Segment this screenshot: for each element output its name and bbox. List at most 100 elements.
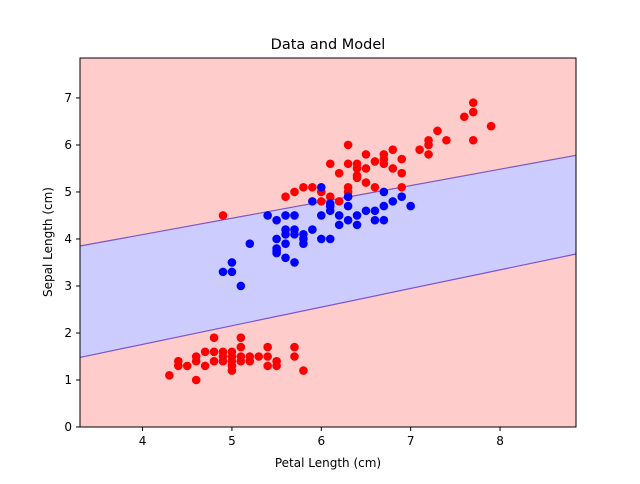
data-point-red — [263, 352, 272, 361]
x-tick-label: 5 — [228, 434, 236, 448]
data-point-blue — [370, 215, 380, 225]
data-point-blue — [388, 197, 398, 206]
data-point-blue — [379, 187, 389, 197]
data-point-red — [343, 140, 353, 150]
data-point-red — [316, 197, 326, 206]
data-point-blue — [379, 201, 389, 211]
data-point-red — [468, 107, 478, 117]
data-point-red — [236, 352, 246, 361]
x-tick-label: 7 — [407, 434, 415, 448]
y-tick-label: 5 — [64, 185, 72, 199]
data-point-blue — [316, 211, 326, 220]
y-tick-label: 7 — [64, 91, 72, 105]
data-point-red — [468, 98, 478, 107]
data-point-blue — [361, 206, 371, 216]
data-point-red — [272, 356, 281, 366]
y-tick-label: 4 — [64, 232, 72, 246]
data-point-red — [388, 164, 398, 173]
data-point-blue — [316, 182, 326, 192]
data-point-red — [227, 347, 237, 357]
data-point-red — [352, 159, 362, 169]
data-point-red — [379, 150, 389, 159]
y-tick-label: 2 — [64, 326, 72, 340]
data-point-red — [325, 192, 335, 201]
y-tick-label: 0 — [64, 420, 72, 434]
data-point-blue — [281, 239, 290, 248]
data-point-red — [397, 168, 407, 178]
data-point-red — [209, 356, 219, 366]
chart-title: Data and Model — [271, 37, 386, 53]
data-point-red — [200, 347, 210, 357]
data-point-red — [209, 333, 219, 342]
data-point-red — [245, 356, 255, 366]
data-point-red — [236, 342, 246, 352]
data-point-red — [468, 135, 478, 145]
data-point-blue — [370, 206, 380, 216]
data-point-red — [290, 352, 299, 361]
x-tick-label: 6 — [317, 434, 325, 448]
data-point-red — [397, 154, 407, 164]
data-point-blue — [272, 234, 281, 244]
data-point-blue — [236, 281, 246, 291]
data-point-red — [218, 347, 228, 357]
data-point-blue — [272, 246, 281, 256]
data-point-blue — [272, 215, 281, 225]
data-point-red — [334, 168, 344, 178]
data-point-red — [459, 112, 469, 122]
data-point-blue — [343, 192, 353, 201]
data-point-blue — [245, 239, 255, 248]
inner-region — [80, 155, 576, 358]
lower-boundary-line — [79, 253, 577, 359]
data-point-blue — [343, 201, 353, 211]
x-axis-ticks: 4 5 6 7 8 — [139, 427, 504, 448]
data-point-blue — [352, 211, 362, 220]
data-point-red — [325, 159, 335, 169]
data-point-red — [236, 333, 246, 342]
data-point-red — [165, 370, 174, 380]
data-point-blue — [299, 229, 308, 239]
data-points — [165, 98, 496, 385]
x-axis-label: Petal Length (cm) — [275, 456, 381, 470]
data-point-red — [290, 342, 299, 352]
data-point-blue — [316, 234, 326, 244]
data-point-red — [442, 135, 451, 145]
data-point-red — [388, 145, 398, 154]
data-point-red — [254, 352, 264, 361]
data-point-red — [343, 159, 353, 169]
y-tick-label: 1 — [64, 373, 72, 387]
data-point-blue — [334, 220, 344, 230]
data-point-red — [415, 145, 424, 154]
data-point-blue — [334, 211, 344, 220]
data-point-blue — [343, 215, 353, 225]
data-point-blue — [308, 197, 317, 206]
data-point-red — [361, 178, 371, 187]
data-point-red — [218, 211, 228, 220]
data-point-red — [334, 197, 344, 206]
data-point-red — [191, 352, 201, 361]
data-point-red — [281, 192, 290, 201]
y-tick-label: 6 — [64, 138, 72, 152]
data-point-blue — [290, 225, 299, 234]
data-point-blue — [397, 192, 407, 201]
x-tick-label: 8 — [496, 434, 504, 448]
data-point-red — [370, 182, 380, 192]
data-point-red — [299, 182, 308, 192]
axes-frame — [79, 57, 577, 428]
data-point-blue — [281, 225, 290, 234]
data-point-blue — [263, 211, 272, 220]
data-point-red — [424, 150, 433, 159]
y-axis-ticks: 0 1 2 3 4 5 6 7 — [64, 91, 80, 434]
data-point-blue — [227, 267, 237, 277]
data-point-blue — [308, 225, 317, 234]
x-tick-label: 4 — [139, 434, 147, 448]
data-point-red — [182, 361, 192, 371]
data-point-red — [290, 187, 299, 197]
data-point-red — [397, 182, 407, 192]
data-point-red — [308, 182, 317, 192]
data-point-red — [343, 182, 353, 192]
data-point-blue — [379, 215, 389, 225]
data-point-blue — [352, 220, 362, 230]
data-point-red — [352, 171, 362, 180]
data-point-blue — [281, 211, 290, 220]
